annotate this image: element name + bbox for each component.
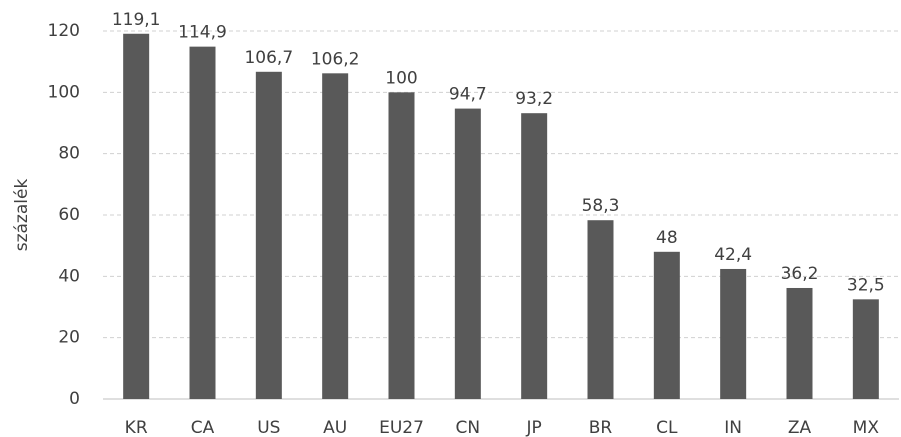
data-label: 94,7 xyxy=(449,85,487,105)
data-label: 106,7 xyxy=(244,48,293,68)
x-tick-label: ZA xyxy=(788,418,812,437)
x-tick-label: AU xyxy=(323,418,347,437)
data-label: 36,2 xyxy=(781,264,819,284)
data-label: 100 xyxy=(385,68,417,88)
bar xyxy=(255,71,282,399)
data-label: 58,3 xyxy=(582,196,620,216)
x-tick-label: CL xyxy=(656,418,678,437)
bar xyxy=(322,73,349,399)
bar xyxy=(189,46,216,399)
bar xyxy=(454,108,481,399)
bar xyxy=(521,113,548,399)
data-label: 32,5 xyxy=(847,275,885,295)
bar xyxy=(653,251,680,399)
x-tick-label: CA xyxy=(191,418,215,437)
data-label: 106,2 xyxy=(311,49,360,69)
x-tick-label: CN xyxy=(456,418,481,437)
y-axis-label: százalék xyxy=(12,179,32,252)
bar xyxy=(388,92,415,399)
y-tick-label: 100 xyxy=(48,82,80,102)
y-tick-label: 60 xyxy=(58,205,80,225)
x-tick-label: MX xyxy=(853,418,880,437)
x-tick-label: KR xyxy=(125,418,148,437)
bar xyxy=(123,33,150,399)
bar xyxy=(587,220,614,399)
x-tick-label: US xyxy=(257,418,280,437)
data-label: 119,1 xyxy=(112,10,161,30)
data-label: 93,2 xyxy=(515,89,553,109)
y-tick-label: 120 xyxy=(48,21,80,41)
y-tick-label: 0 xyxy=(69,389,80,409)
data-label: 114,9 xyxy=(178,23,227,43)
y-tick-label: 80 xyxy=(58,144,80,164)
x-tick-label: JP xyxy=(526,418,542,437)
y-tick-label: 20 xyxy=(58,328,80,348)
data-label: 42,4 xyxy=(714,245,752,265)
x-tick-label: BR xyxy=(589,418,613,437)
x-tick-label: IN xyxy=(724,418,742,437)
x-tick-label: EU27 xyxy=(379,418,424,437)
bar xyxy=(720,268,747,399)
bar xyxy=(852,299,879,399)
bar xyxy=(786,287,813,399)
data-label: 48 xyxy=(656,228,678,248)
y-tick-label: 40 xyxy=(58,266,80,286)
